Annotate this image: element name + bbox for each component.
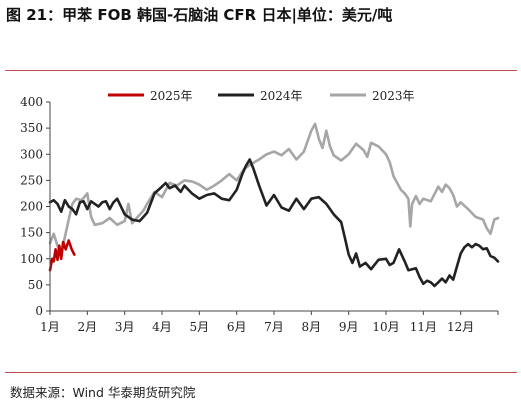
series-line-2 <box>48 122 500 256</box>
chart-axes: 0 50 100 150 200 250 300 350 400 1月 2月 3月 4月 5月 6月 7月 8月… <box>20 95 499 334</box>
line-chart: 2025年 2024年 2023年 0 50 100 150 200 250 300 350 400… <box>20 89 500 334</box>
chart-title: 图 21：甲苯 FOB 韩国-石脑油 CFR 日本|单位：美元/吨 <box>6 6 393 24</box>
x-tick-label: 12月 <box>447 320 474 334</box>
y-tick-label: 150 <box>20 226 43 240</box>
data-source: 数据来源：Wind 华泰期货研究院 <box>10 385 196 400</box>
x-tick-label: 8月 <box>302 320 322 334</box>
x-tick-label: 6月 <box>227 320 247 334</box>
top-divider <box>5 70 517 71</box>
legend-label-2: 2023年 <box>372 89 415 103</box>
series-layer <box>48 122 500 288</box>
y-tick-label: 350 <box>20 121 43 135</box>
y-tick-label: 400 <box>20 95 43 109</box>
legend-label-0: 2025年 <box>150 89 193 103</box>
series-line-1 <box>48 158 500 288</box>
x-tick-label: 10月 <box>372 320 399 334</box>
y-tick-label: 300 <box>20 147 43 161</box>
chart-legend: 2025年 2024年 2023年 <box>108 89 415 103</box>
legend-label-1: 2024年 <box>260 89 303 103</box>
x-tick-label: 11月 <box>410 320 437 334</box>
y-tick-label: 50 <box>28 278 43 292</box>
y-tick-label: 200 <box>20 200 43 214</box>
x-tick-label: 4月 <box>152 320 172 334</box>
series-line-0 <box>48 239 76 272</box>
x-tick-label: 7月 <box>264 320 284 334</box>
y-tick-label: 100 <box>20 252 43 266</box>
x-tick-label: 5月 <box>190 320 210 334</box>
x-tick-label: 3月 <box>115 320 135 334</box>
bottom-divider <box>5 372 517 373</box>
y-tick-label: 0 <box>35 304 43 318</box>
y-tick-label: 250 <box>20 173 43 187</box>
x-tick-label: 9月 <box>339 320 359 334</box>
x-tick-label: 1月 <box>40 320 60 334</box>
x-tick-label: 2月 <box>78 320 98 334</box>
